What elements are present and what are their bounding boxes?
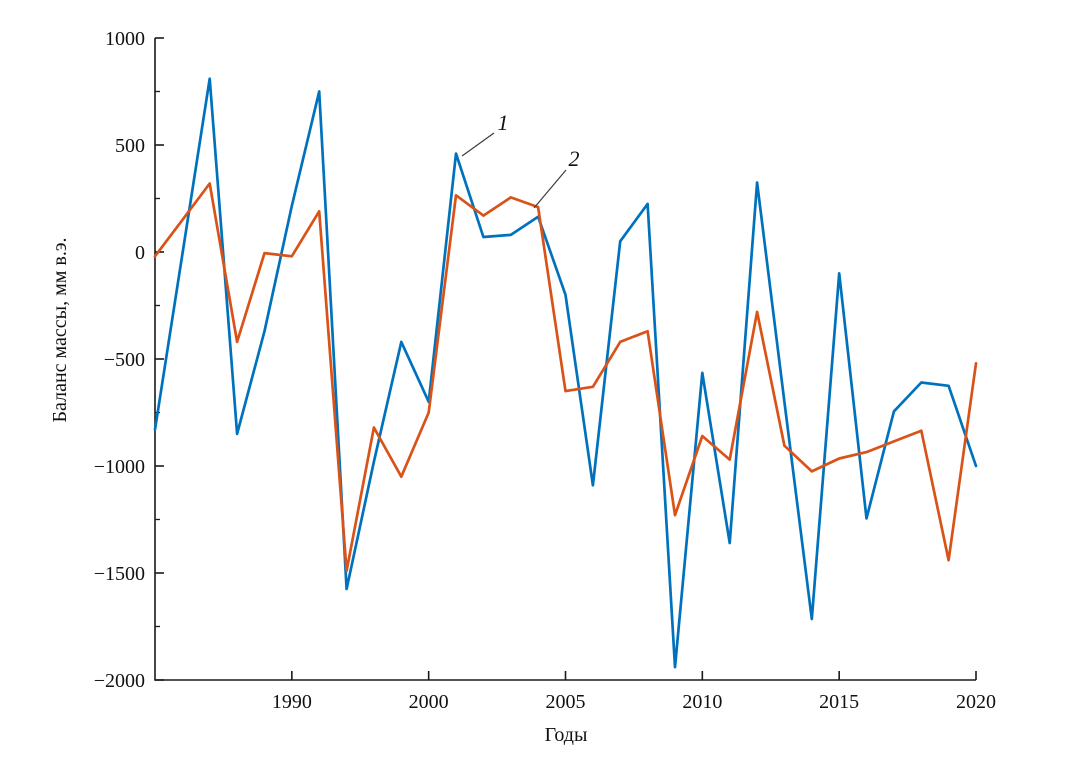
y-tick-label: 1000 (105, 28, 145, 50)
series-line-2 (153, 182, 978, 573)
annotation-leader-line-2 (533, 169, 567, 209)
x-tick-label: 2010 (682, 691, 722, 713)
series-line-1 (153, 77, 978, 669)
y-tick-label: −2000 (94, 670, 145, 692)
annotation-leader-line-1 (461, 132, 495, 157)
y-axis-title: Баланс массы, мм в.э. (49, 238, 71, 423)
x-tick-label: 2020 (956, 691, 996, 713)
x-tick-label: 2000 (409, 691, 449, 713)
y-tick-label: −500 (104, 349, 145, 371)
x-tick-label: 2005 (546, 691, 586, 713)
annotation-label-2: 2 (569, 146, 580, 171)
axes-spines (154, 38, 976, 681)
y-tick-label: 500 (115, 135, 145, 157)
y-tick-label: −1500 (94, 563, 145, 585)
x-axis-title: Годы (545, 724, 588, 746)
y-tick-label: −1000 (94, 456, 145, 478)
x-tick-label: 1990 (272, 691, 312, 713)
x-tick-label: 2015 (819, 691, 859, 713)
y-tick-label: 0 (135, 242, 145, 264)
annotation-label-1: 1 (498, 110, 509, 135)
